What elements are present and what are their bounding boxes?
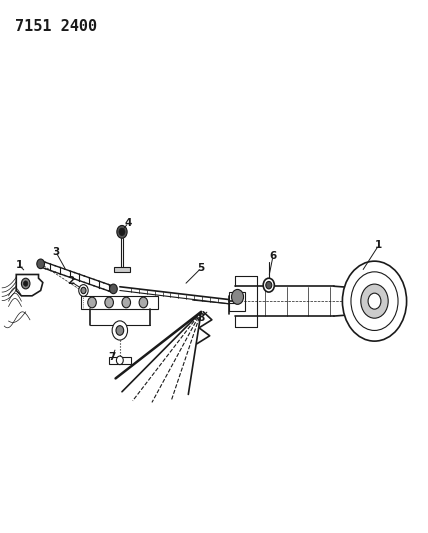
Circle shape [122,297,131,308]
Circle shape [117,225,127,238]
Circle shape [116,356,123,365]
Circle shape [351,272,398,330]
Circle shape [110,284,117,294]
Text: 8: 8 [198,313,205,322]
Text: 4: 4 [125,218,132,228]
Text: 6: 6 [270,251,276,261]
Polygon shape [114,266,130,272]
Text: 2: 2 [67,277,74,286]
Circle shape [88,297,96,308]
Text: 7: 7 [108,352,116,362]
Circle shape [81,287,86,294]
Circle shape [266,281,272,289]
Text: 1: 1 [16,261,23,270]
Circle shape [116,326,124,335]
Polygon shape [81,296,158,309]
Circle shape [21,278,30,289]
Circle shape [119,228,125,236]
Polygon shape [109,357,131,364]
Circle shape [263,278,274,292]
Polygon shape [16,274,43,296]
Circle shape [112,321,128,340]
Circle shape [139,297,148,308]
Text: 7151 2400: 7151 2400 [15,19,97,34]
Polygon shape [229,292,245,311]
Text: 5: 5 [198,263,205,273]
Circle shape [361,284,388,318]
Circle shape [79,285,88,296]
Circle shape [105,297,113,308]
Text: 3: 3 [52,247,59,256]
Circle shape [342,261,407,341]
Circle shape [37,259,45,269]
Text: 1: 1 [375,240,382,250]
Circle shape [24,281,28,286]
Circle shape [368,293,381,309]
Circle shape [232,289,244,304]
